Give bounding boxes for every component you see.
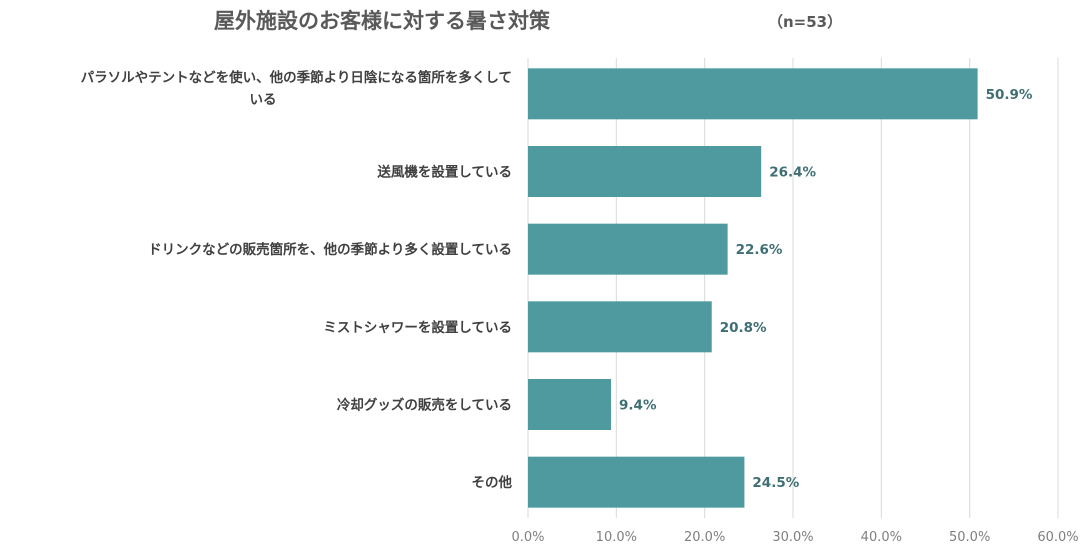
bar [528, 223, 728, 275]
x-tick-label: 0.0% [511, 530, 544, 544]
x-tick-label: 60.0% [1037, 530, 1078, 544]
gridlines [527, 58, 1059, 518]
data-label: 50.9% [986, 87, 1033, 103]
data-label: 24.5% [752, 475, 799, 491]
chart-title: 屋外施設のお客様に対する暑さ対策 [214, 9, 551, 33]
bar [528, 379, 612, 430]
chart-subtitle: （n=53） [768, 13, 842, 31]
bar [528, 146, 762, 197]
category-label: パラソルやテントなどを使い、他の季節より日陰になる箇所を多くして [81, 69, 512, 86]
category-label: その他 [472, 474, 513, 491]
x-tick-label: 40.0% [861, 530, 902, 544]
category-label: ドリンクなどの販売箇所を、他の季節より多く設置している [148, 241, 512, 258]
chart-title-group: 屋外施設のお客様に対する暑さ対策 （n=53） [214, 9, 842, 33]
labels: 0.0% 10.0% 20.0% 30.0% 40.0% 50.0% 60.0% 50.9% パ… [81, 69, 1079, 544]
bars [528, 68, 978, 508]
x-tick-label: 50.0% [949, 530, 990, 544]
bar [528, 301, 712, 353]
bar [528, 456, 745, 508]
x-tick-label: 20.0% [684, 530, 725, 544]
category-label: いる [250, 92, 277, 108]
data-label: 22.6% [736, 242, 783, 258]
data-label: 20.8% [720, 320, 767, 336]
data-label: 26.4% [769, 165, 816, 181]
category-label: ミストシャワーを設置している [323, 319, 512, 336]
data-label: 9.4% [619, 398, 657, 414]
x-tick-label: 10.0% [596, 530, 637, 544]
category-label: 冷却グッズの販売をしている [337, 397, 512, 414]
x-tick-label: 30.0% [772, 530, 813, 544]
bar [528, 68, 978, 120]
category-label: 送風機を設置している [376, 164, 512, 181]
